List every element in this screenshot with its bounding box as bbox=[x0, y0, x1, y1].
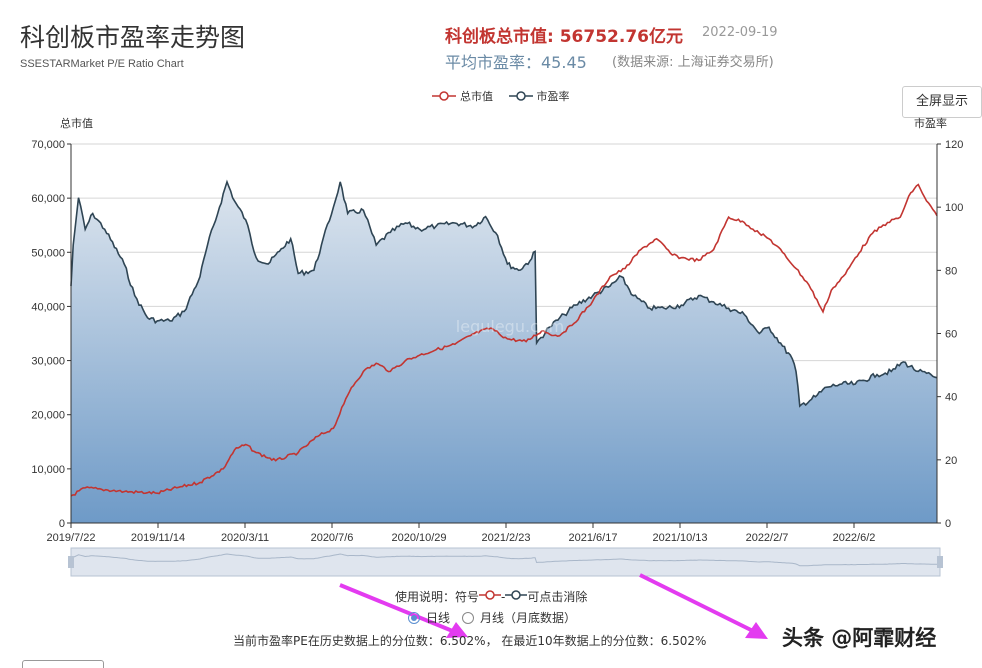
market-value-stat: 科创板总市值: 56752.76亿元 bbox=[445, 27, 683, 47]
legend-symbol-icon bbox=[479, 590, 502, 600]
x-tick-label: 2021/6/17 bbox=[569, 532, 618, 544]
legend-line-icon bbox=[432, 91, 456, 101]
legend-item-pe[interactable]: 市盈率 bbox=[508, 88, 570, 104]
radio-dot-icon bbox=[462, 611, 475, 624]
legend-label: 市盈率 bbox=[536, 90, 570, 103]
y-right-tick-label: 40 bbox=[945, 392, 957, 404]
radio-label: 日线 bbox=[426, 611, 451, 625]
usage-note: 使用说明：符号 - 可点击消除 bbox=[395, 590, 588, 604]
y-left-tick-label: 20,000 bbox=[31, 410, 65, 422]
usage-tail: 可点击消除 bbox=[527, 590, 588, 604]
zoom-handle-right[interactable] bbox=[937, 556, 943, 568]
y-right-tick-label: 80 bbox=[945, 265, 957, 277]
pe-series-line bbox=[70, 179, 938, 408]
chart-axes: 0 10,000 20,000 30,000 40,000 50,000 60,000 70,… bbox=[31, 116, 963, 544]
y-left-tick-label: 70,000 bbox=[31, 139, 65, 151]
y-left-tick-label: 60,000 bbox=[31, 193, 65, 205]
y-right-axis-title: 市盈率 bbox=[914, 116, 947, 130]
radio-daily[interactable]: 日线 bbox=[408, 609, 450, 626]
y-right-tick-label: 60 bbox=[945, 329, 957, 341]
x-tick-label: 2020/10/29 bbox=[391, 532, 446, 544]
pe-area bbox=[71, 181, 937, 523]
y-left-tick-label: 0 bbox=[59, 518, 65, 530]
x-tick-label: 2019/11/14 bbox=[131, 532, 185, 544]
y-right-tick-label: 20 bbox=[945, 455, 957, 467]
zoom-preview-line bbox=[70, 553, 937, 567]
page-title: 科创板市盈率走势图 bbox=[20, 23, 246, 52]
y-right-tick-label: 0 bbox=[945, 518, 951, 530]
chart-legend: 总市值 市盈率 bbox=[432, 88, 582, 105]
usage-text: 使用说明：符号 bbox=[395, 590, 480, 604]
y-right-tick-label: 120 bbox=[945, 139, 963, 151]
annotation-arrow bbox=[639, 573, 768, 639]
data-source: (数据来源: 上海证券交易所) bbox=[612, 55, 774, 70]
avg-pe-stat: 平均市盈率：45.45 bbox=[445, 53, 587, 72]
x-tick-label: 2022/6/2 bbox=[833, 532, 876, 544]
data-zoom-slider[interactable] bbox=[68, 547, 943, 577]
radio-dot-icon bbox=[408, 611, 420, 624]
y-left-tick-label: 50,000 bbox=[31, 247, 65, 259]
x-tick-label: 2022/2/7 bbox=[746, 532, 789, 544]
x-tick-label: 2020/7/6 bbox=[311, 532, 354, 544]
period-radio-group: 日线 月线（月底数据） bbox=[408, 609, 588, 626]
market-value-series-line bbox=[70, 183, 938, 497]
legend-item-market-value[interactable]: 总市值 bbox=[432, 88, 493, 104]
x-tick-label: 2019/7/22 bbox=[47, 532, 96, 544]
legend-label: 总市值 bbox=[460, 90, 493, 103]
legend-symbol-icon bbox=[505, 590, 528, 600]
x-tick-label: 2021/10/13 bbox=[652, 532, 707, 544]
bottom-button[interactable] bbox=[22, 660, 104, 668]
chart-watermark: legulegu.com bbox=[456, 317, 564, 336]
brand-watermark: 头条 @阿霏财经 bbox=[782, 626, 937, 650]
page-subtitle: SSESTARMarket P/E Ratio Chart bbox=[20, 58, 184, 70]
x-tick-label: 2020/3/11 bbox=[221, 532, 269, 544]
y-right-tick-label: 100 bbox=[945, 202, 963, 214]
radio-label: 月线（月底数据） bbox=[480, 611, 577, 625]
y-left-tick-label: 40,000 bbox=[31, 301, 65, 313]
x-tick-label: 2021/2/23 bbox=[482, 532, 531, 544]
radio-monthly[interactable]: 月线（月底数据） bbox=[462, 609, 576, 626]
annotation-arrow bbox=[339, 583, 468, 638]
fullscreen-button[interactable]: 全屏显示 bbox=[902, 86, 982, 118]
percentile-note: 当前市盈率PE在历史数据上的分位数：6.502%， 在最近10年数据上的分位数：… bbox=[233, 634, 707, 648]
y-left-tick-label: 30,000 bbox=[31, 356, 65, 368]
y-left-tick-label: 10,000 bbox=[31, 464, 65, 476]
data-date: 2022-09-19 bbox=[702, 25, 778, 40]
y-left-axis-title: 总市值 bbox=[60, 116, 93, 130]
legend-line-icon bbox=[508, 91, 533, 101]
zoom-handle-left[interactable] bbox=[68, 556, 74, 568]
